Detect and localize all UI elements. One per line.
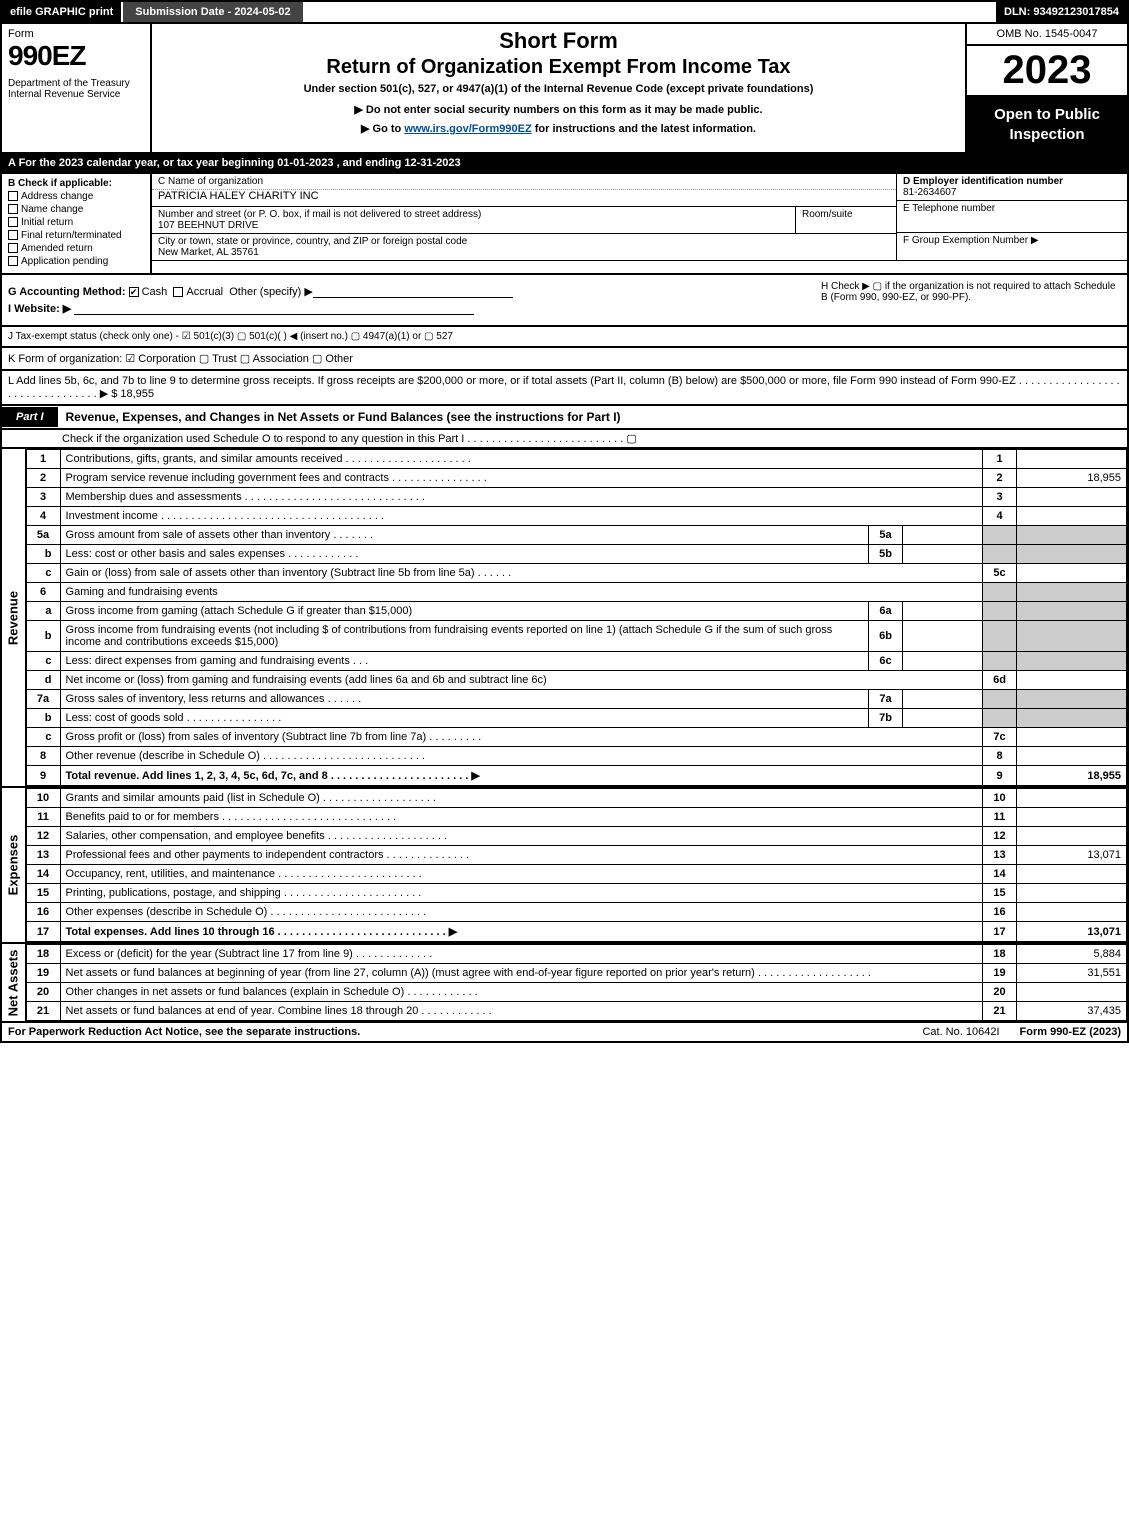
line-5a: 5aGross amount from sale of assets other…	[26, 526, 1126, 545]
room-suite-label: Room/suite	[796, 207, 896, 233]
i-website-input[interactable]	[74, 303, 474, 315]
page-footer: For Paperwork Reduction Act Notice, see …	[0, 1023, 1129, 1043]
paperwork-notice: For Paperwork Reduction Act Notice, see …	[8, 1026, 902, 1038]
line-7a: 7aGross sales of inventory, less returns…	[26, 690, 1126, 709]
e-phone-label: E Telephone number	[903, 203, 1121, 214]
line-11: 11Benefits paid to or for members . . . …	[26, 808, 1126, 827]
line-21: 21Net assets or fund balances at end of …	[26, 1002, 1126, 1021]
part-i-title: Revenue, Expenses, and Changes in Net As…	[58, 406, 1127, 428]
line-20: 20Other changes in net assets or fund ba…	[26, 983, 1126, 1002]
line-19: 19Net assets or fund balances at beginni…	[26, 964, 1126, 983]
block-b-through-f: B Check if applicable: Address change Na…	[0, 174, 1129, 275]
form-header: Form 990EZ Department of the Treasury In…	[0, 24, 1129, 154]
line-18: 18Excess or (deficit) for the year (Subt…	[26, 945, 1126, 964]
cb-application-pending[interactable]: Application pending	[8, 256, 144, 267]
city-value: New Market, AL 35761	[158, 247, 890, 258]
l-amount: ▶ $ 18,955	[100, 388, 154, 400]
cb-amended-return[interactable]: Amended return	[8, 243, 144, 254]
topbar: efile GRAPHIC print Submission Date - 20…	[0, 0, 1129, 24]
g-label: G Accounting Method:	[8, 286, 126, 298]
part-i-check: Check if the organization used Schedule …	[0, 430, 1129, 449]
line-3: 3Membership dues and assessments . . . .…	[26, 488, 1126, 507]
ssn-warning: ▶ Do not enter social security numbers o…	[160, 103, 957, 116]
line-6a: aGross income from gaming (attach Schedu…	[26, 602, 1126, 621]
revenue-grid: Revenue 1Contributions, gifts, grants, a…	[0, 449, 1129, 788]
line-5c: cGain or (loss) from sale of assets othe…	[26, 564, 1126, 583]
cb-cash[interactable]	[129, 287, 139, 297]
line-1: 1Contributions, gifts, grants, and simil…	[26, 450, 1126, 469]
line-6: 6Gaming and fundraising events	[26, 583, 1126, 602]
sidelabel-expenses: Expenses	[6, 835, 21, 896]
form-footer: Form 990-EZ (2023)	[1020, 1026, 1121, 1038]
line-7c: cGross profit or (loss) from sales of in…	[26, 728, 1126, 747]
street-label: Number and street (or P. O. box, if mail…	[158, 209, 789, 220]
line-9: 9Total revenue. Add lines 1, 2, 3, 4, 5c…	[26, 766, 1126, 786]
part-i-bar: Part I Revenue, Expenses, and Changes in…	[0, 406, 1129, 430]
street-value: 107 BEEHNUT DRIVE	[158, 220, 789, 231]
line-6c: cLess: direct expenses from gaming and f…	[26, 652, 1126, 671]
city-label: City or town, state or province, country…	[158, 236, 890, 247]
form-label: Form	[8, 28, 144, 40]
row-a-calendar-year: A For the 2023 calendar year, or tax yea…	[0, 154, 1129, 174]
f-group-exemption: F Group Exemption Number ▶	[903, 235, 1039, 246]
b-header: B Check if applicable:	[8, 178, 144, 189]
omb-number: OMB No. 1545-0047	[967, 24, 1127, 46]
cb-initial-return[interactable]: Initial return	[8, 217, 144, 228]
org-name: PATRICIA HALEY CHARITY INC	[152, 190, 896, 206]
line-5b: bLess: cost or other basis and sales exp…	[26, 545, 1126, 564]
revenue-table: 1Contributions, gifts, grants, and simil…	[26, 449, 1127, 786]
row-j-tax-exempt: J Tax-exempt status (check only one) - ☑…	[0, 327, 1129, 348]
cb-address-change[interactable]: Address change	[8, 191, 144, 202]
submission-date: Submission Date - 2024-05-02	[121, 2, 302, 22]
line-7b: bLess: cost of goods sold . . . . . . . …	[26, 709, 1126, 728]
expenses-grid: Expenses 10Grants and similar amounts pa…	[0, 788, 1129, 944]
dln: DLN: 93492123017854	[996, 2, 1127, 22]
cb-accrual[interactable]	[173, 287, 183, 297]
cb-name-change[interactable]: Name change	[8, 204, 144, 215]
line-16: 16Other expenses (describe in Schedule O…	[26, 903, 1126, 922]
under-section: Under section 501(c), 527, or 4947(a)(1)…	[160, 83, 957, 95]
h-schedule-b: H Check ▶ ▢ if the organization is not r…	[821, 281, 1121, 303]
d-ein-value: 81-2634607	[903, 187, 1121, 198]
line-6d: dNet income or (loss) from gaming and fu…	[26, 671, 1126, 690]
open-to-public: Open to Public Inspection	[967, 97, 1127, 152]
line-6b: bGross income from fundraising events (n…	[26, 621, 1126, 652]
row-ghi: H Check ▶ ▢ if the organization is not r…	[0, 275, 1129, 327]
return-title: Return of Organization Exempt From Incom…	[160, 56, 957, 79]
instructions-link-line: ▶ Go to www.irs.gov/Form990EZ for instru…	[160, 122, 957, 135]
tax-year: 2023	[967, 46, 1127, 97]
irs-link[interactable]: www.irs.gov/Form990EZ	[404, 123, 531, 135]
g-other-input[interactable]	[313, 286, 513, 298]
line-14: 14Occupancy, rent, utilities, and mainte…	[26, 865, 1126, 884]
row-k-form-of-org: K Form of organization: ☑ Corporation ▢ …	[0, 348, 1129, 371]
net-assets-table: 18Excess or (deficit) for the year (Subt…	[26, 944, 1127, 1021]
c-label: C Name of organization	[158, 176, 263, 187]
part-i-label: Part I	[2, 407, 58, 427]
line-15: 15Printing, publications, postage, and s…	[26, 884, 1126, 903]
sidelabel-revenue: Revenue	[6, 590, 21, 644]
sidelabel-net-assets: Net Assets	[6, 949, 21, 1016]
expenses-table: 10Grants and similar amounts paid (list …	[26, 788, 1127, 942]
dept-treasury: Department of the Treasury	[8, 78, 144, 89]
net-assets-grid: Net Assets 18Excess or (deficit) for the…	[0, 944, 1129, 1023]
short-form-title: Short Form	[160, 28, 957, 54]
line-4: 4Investment income . . . . . . . . . . .…	[26, 507, 1126, 526]
irs-label: Internal Revenue Service	[8, 89, 144, 100]
line-12: 12Salaries, other compensation, and empl…	[26, 827, 1126, 846]
i-website-label: I Website: ▶	[8, 303, 71, 315]
form-number: 990EZ	[8, 40, 144, 72]
efile-print[interactable]: efile GRAPHIC print	[2, 2, 121, 22]
d-ein-label: D Employer identification number	[903, 176, 1121, 187]
line-13: 13Professional fees and other payments t…	[26, 846, 1126, 865]
line-8: 8Other revenue (describe in Schedule O) …	[26, 747, 1126, 766]
cat-no: Cat. No. 10642I	[902, 1026, 1019, 1038]
line-10: 10Grants and similar amounts paid (list …	[26, 789, 1126, 808]
cb-final-return[interactable]: Final return/terminated	[8, 230, 144, 241]
line-2: 2Program service revenue including gover…	[26, 469, 1126, 488]
line-17: 17Total expenses. Add lines 10 through 1…	[26, 922, 1126, 942]
row-l-gross-receipts: L Add lines 5b, 6c, and 7b to line 9 to …	[0, 371, 1129, 406]
